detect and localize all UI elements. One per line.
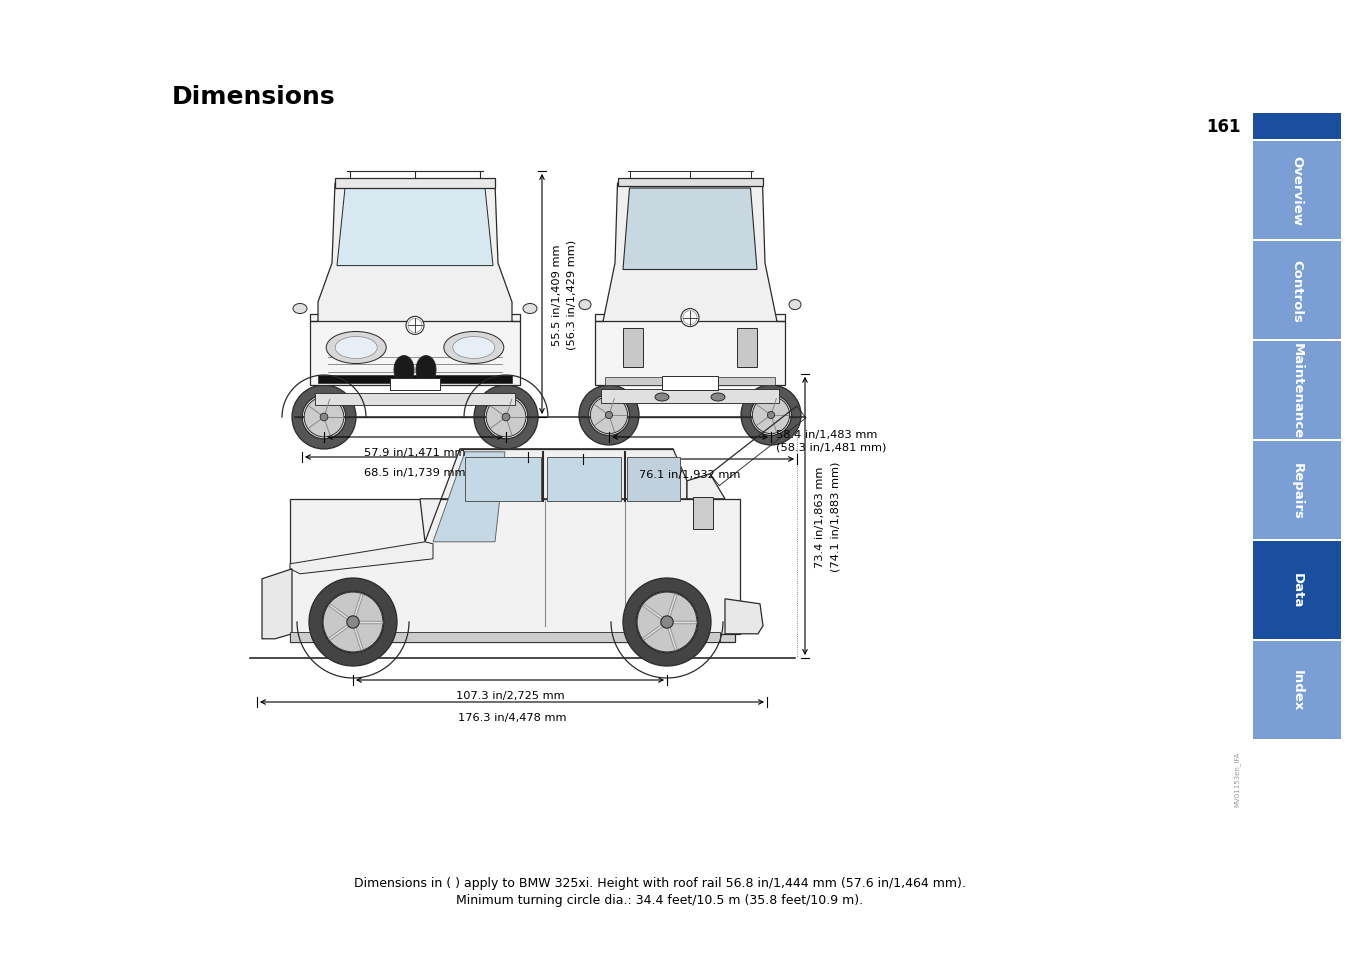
Polygon shape [336,189,493,266]
Bar [315,394,515,406]
Bar [465,457,540,501]
Bar [290,499,740,634]
Bar [547,457,621,501]
Circle shape [767,412,774,419]
Ellipse shape [394,356,413,384]
Text: (74.1 in/1,883 mm): (74.1 in/1,883 mm) [830,461,840,572]
Circle shape [407,317,424,335]
Text: (56.3 in/1,429 mm): (56.3 in/1,429 mm) [567,240,577,350]
Bar [335,179,494,189]
Polygon shape [623,189,757,271]
Text: 107.3 in/2,725 mm: 107.3 in/2,725 mm [455,690,565,700]
Bar [738,329,757,368]
Text: Index: Index [1290,670,1304,711]
Bar [1252,113,1342,140]
Bar [1252,541,1342,639]
Circle shape [661,617,673,628]
Polygon shape [688,475,725,499]
Circle shape [304,397,345,437]
Bar [623,329,643,368]
Circle shape [590,397,628,435]
Text: 73.4 in/1,863 mm: 73.4 in/1,863 mm [815,466,825,567]
Bar [317,375,512,384]
Text: Maintenance: Maintenance [1290,342,1304,438]
Bar [1252,441,1342,539]
Polygon shape [290,542,434,575]
Text: Controls: Controls [1290,259,1304,322]
Ellipse shape [655,394,669,401]
Ellipse shape [580,300,590,311]
Bar [627,457,680,501]
Ellipse shape [293,304,307,314]
Polygon shape [725,599,763,634]
Text: Data: Data [1290,573,1304,608]
Ellipse shape [789,300,801,311]
Text: Dimensions: Dimensions [172,85,335,109]
Polygon shape [420,449,688,542]
Bar [290,628,735,642]
Ellipse shape [711,394,725,401]
Ellipse shape [443,333,504,364]
Bar [1252,341,1342,439]
Bar [1252,242,1342,339]
Ellipse shape [453,337,494,359]
Bar [1252,641,1342,740]
Text: Overview: Overview [1290,156,1304,226]
Text: 161: 161 [1206,118,1242,136]
Circle shape [605,412,612,419]
Bar [1252,142,1342,240]
Polygon shape [309,184,520,322]
Text: Repairs: Repairs [1290,462,1304,518]
Circle shape [684,312,697,325]
Bar [693,497,713,529]
Circle shape [323,593,382,652]
Text: 76.1 in/1,932 mm: 76.1 in/1,932 mm [639,470,740,479]
Circle shape [681,310,698,327]
Circle shape [486,397,526,437]
Text: 57.9 in/1,471 mm: 57.9 in/1,471 mm [365,448,466,457]
Ellipse shape [416,356,436,384]
Bar [290,632,720,642]
Text: 176.3 in/4,478 mm: 176.3 in/4,478 mm [458,712,566,722]
Text: 68.5 in/1,739 mm: 68.5 in/1,739 mm [365,468,466,477]
Bar [309,314,520,386]
Polygon shape [434,453,505,542]
Ellipse shape [523,304,536,314]
Text: Dimensions in ( ) apply to BMW 325xi. Height with roof rail 56.8 in/1,444 mm (57: Dimensions in ( ) apply to BMW 325xi. He… [354,877,966,889]
Circle shape [408,319,422,333]
Bar [662,377,717,391]
Circle shape [347,617,359,628]
Bar [390,379,440,391]
Text: MV01153en_IFA: MV01153en_IFA [1233,750,1240,806]
Polygon shape [594,184,785,322]
Ellipse shape [335,337,377,359]
Text: (58.3 in/1,481 mm): (58.3 in/1,481 mm) [775,442,886,453]
Polygon shape [262,569,292,639]
Ellipse shape [326,333,386,364]
Text: Minimum turning circle dia.: 34.4 feet/10.5 m (35.8 feet/10.9 m).: Minimum turning circle dia.: 34.4 feet/1… [457,894,863,906]
Circle shape [503,414,509,421]
Circle shape [638,593,697,652]
Circle shape [753,397,789,435]
Circle shape [320,414,328,421]
Bar [601,390,780,403]
Bar [594,314,785,386]
Text: 55.5 in/1,409 mm: 55.5 in/1,409 mm [553,244,562,345]
Text: 58.4 in/1,483 mm: 58.4 in/1,483 mm [775,430,877,439]
Bar [605,377,775,386]
Bar [617,179,762,187]
